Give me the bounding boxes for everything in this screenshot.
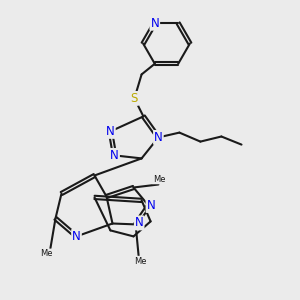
- Text: N: N: [146, 199, 155, 212]
- Text: N: N: [135, 216, 144, 230]
- Text: Me: Me: [153, 175, 165, 184]
- Text: S: S: [131, 92, 138, 105]
- Text: N: N: [106, 125, 115, 138]
- Text: N: N: [150, 17, 159, 30]
- Text: Me: Me: [40, 249, 53, 258]
- Text: Me: Me: [134, 256, 146, 266]
- Text: N: N: [110, 149, 119, 162]
- Text: N: N: [154, 131, 163, 144]
- Text: N: N: [72, 230, 81, 243]
